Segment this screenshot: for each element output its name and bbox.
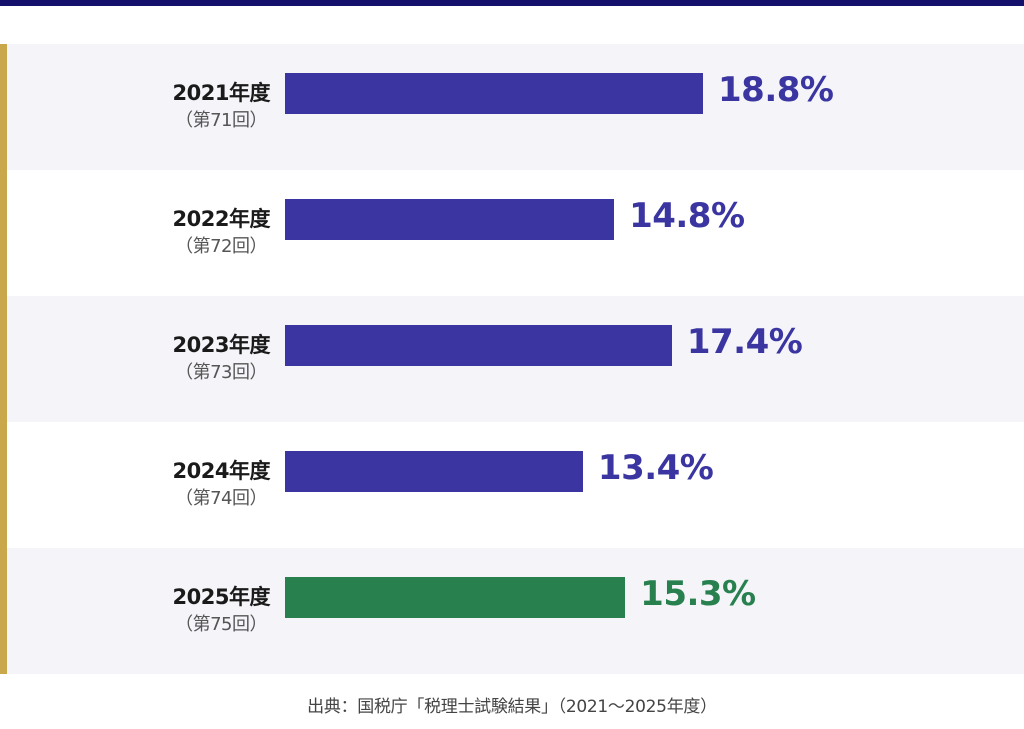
category-sublabel: （第72回） — [175, 236, 267, 257]
bar — [285, 577, 626, 618]
value-label: 13.4% — [597, 448, 714, 488]
chart-row: 2025年度 （第75回） 15.3% — [7, 548, 1024, 674]
category-label: 2022年度 — [172, 207, 271, 231]
bar — [285, 199, 615, 240]
bar — [285, 325, 672, 366]
pass-rate-bar-chart: 2021年度 （第71回） 18.8% 2022年度 （第72回） 14.8% 2023年度… — [0, 44, 1024, 674]
chart-row: 2024年度 （第74回） 13.4% — [7, 422, 1024, 548]
chart-row: 2023年度 （第73回） 17.4% — [7, 296, 1024, 422]
category-label: 2025年度 — [172, 585, 271, 609]
value-label: 17.4% — [686, 322, 803, 362]
category-label: 2021年度 — [172, 81, 271, 105]
category-label: 2024年度 — [172, 459, 271, 483]
left-accent-rule — [0, 44, 7, 674]
source-note: 出典：国税庁「税理士試験結果」（2021〜2025年度） — [307, 697, 717, 717]
category-sublabel: （第75回） — [175, 614, 267, 635]
chart-row: 2021年度 （第71回） 18.8% — [7, 44, 1024, 170]
chart-row: 2022年度 （第72回） 14.8% — [7, 170, 1024, 296]
category-sublabel: （第71回） — [175, 110, 267, 131]
value-label: 18.8% — [718, 70, 834, 110]
value-label: 15.3% — [640, 574, 756, 614]
bar — [285, 73, 703, 114]
bar — [285, 451, 583, 492]
category-sublabel: （第73回） — [175, 362, 267, 383]
category-sublabel: （第74回） — [175, 488, 267, 509]
value-label: 14.8% — [629, 196, 745, 236]
category-label: 2023年度 — [172, 333, 271, 357]
top-accent-bar — [0, 0, 1024, 6]
